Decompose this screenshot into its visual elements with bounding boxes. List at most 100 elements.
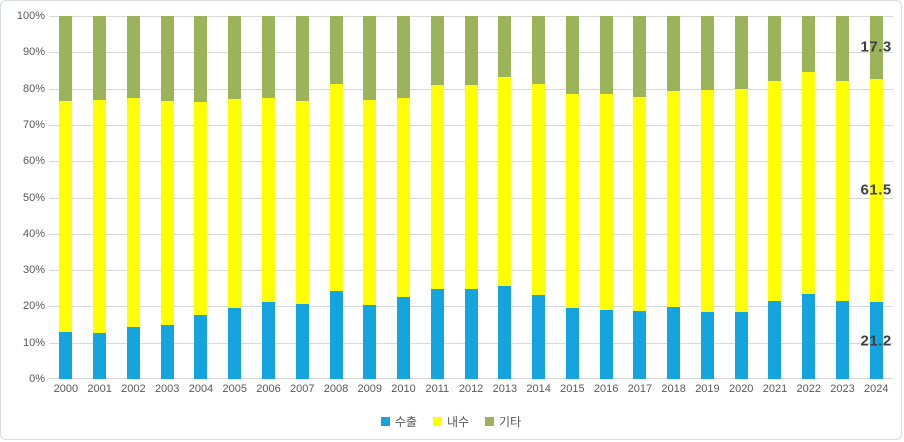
- bar-segment-기타-2021[interactable]: [768, 16, 782, 81]
- bar-segment-내수-2010[interactable]: [397, 98, 411, 298]
- bar-segment-내수-2004[interactable]: [194, 101, 208, 315]
- bar-segment-수출-2000[interactable]: [59, 331, 73, 379]
- bar-segment-내수-2007[interactable]: [295, 101, 309, 304]
- stacked-bar-2015[interactable]: [565, 16, 579, 379]
- bar-segment-내수-2011[interactable]: [430, 85, 444, 290]
- bar-segment-수출-2024[interactable]: [869, 302, 883, 379]
- stacked-bar-2001[interactable]: [93, 16, 107, 379]
- bar-segment-내수-2024[interactable]: [869, 78, 883, 303]
- bar-segment-기타-2006[interactable]: [261, 16, 275, 99]
- bar-segment-기타-2014[interactable]: [532, 16, 546, 84]
- bar-segment-내수-2020[interactable]: [734, 89, 748, 312]
- bar-segment-수출-2009[interactable]: [363, 305, 377, 379]
- bar-segment-수출-2015[interactable]: [565, 307, 579, 379]
- bar-segment-내수-2002[interactable]: [126, 98, 140, 328]
- bar-segment-내수-2000[interactable]: [59, 100, 73, 332]
- bar-segment-기타-2013[interactable]: [498, 16, 512, 77]
- bar-segment-수출-2014[interactable]: [532, 295, 546, 379]
- bar-segment-기타-2017[interactable]: [633, 16, 647, 98]
- bar-segment-내수-2016[interactable]: [599, 93, 613, 311]
- legend-item-domestic[interactable]: 내수: [432, 413, 469, 430]
- bar-segment-내수-2017[interactable]: [633, 97, 647, 312]
- bar-segment-수출-2012[interactable]: [464, 289, 478, 379]
- stacked-bar-2008[interactable]: [329, 16, 343, 379]
- bar-segment-내수-2003[interactable]: [160, 100, 174, 325]
- bar-segment-수출-2020[interactable]: [734, 311, 748, 379]
- bar-segment-수출-2018[interactable]: [667, 306, 681, 379]
- bar-segment-기타-2010[interactable]: [397, 16, 411, 99]
- bar-segment-기타-2012[interactable]: [464, 16, 478, 85]
- bar-segment-기타-2004[interactable]: [194, 16, 208, 102]
- stacked-bar-2023[interactable]: [835, 16, 849, 379]
- stacked-bar-2014[interactable]: [532, 16, 546, 379]
- bar-segment-기타-2003[interactable]: [160, 16, 174, 101]
- bar-segment-기타-2019[interactable]: [700, 16, 714, 91]
- bar-segment-기타-2015[interactable]: [565, 16, 579, 94]
- stacked-bar-2018[interactable]: [667, 16, 681, 379]
- bar-segment-내수-2014[interactable]: [532, 83, 546, 296]
- stacked-bar-2004[interactable]: [194, 16, 208, 379]
- stacked-bar-2007[interactable]: [295, 16, 309, 379]
- bar-segment-기타-2020[interactable]: [734, 16, 748, 90]
- bar-segment-기타-2018[interactable]: [667, 16, 681, 91]
- bar-segment-수출-2017[interactable]: [633, 311, 647, 379]
- bar-segment-수출-2005[interactable]: [228, 307, 242, 379]
- bar-segment-수출-2023[interactable]: [835, 301, 849, 379]
- bar-segment-내수-2012[interactable]: [464, 84, 478, 290]
- legend-item-exports[interactable]: 수출: [380, 413, 417, 430]
- stacked-bar-2022[interactable]: [802, 16, 816, 379]
- stacked-bar-2000[interactable]: [59, 16, 73, 379]
- bar-segment-기타-2024[interactable]: [869, 16, 883, 79]
- stacked-bar-2019[interactable]: [700, 16, 714, 379]
- bar-segment-내수-2021[interactable]: [768, 80, 782, 302]
- bar-segment-내수-2019[interactable]: [700, 90, 714, 312]
- bar-segment-수출-2002[interactable]: [126, 327, 140, 379]
- bar-segment-수출-2001[interactable]: [93, 332, 107, 379]
- stacked-bar-2012[interactable]: [464, 16, 478, 379]
- bar-segment-수출-2011[interactable]: [430, 289, 444, 379]
- bar-segment-기타-2016[interactable]: [599, 16, 613, 94]
- bar-segment-내수-2008[interactable]: [329, 83, 343, 292]
- bar-segment-수출-2022[interactable]: [802, 294, 816, 379]
- bar-segment-내수-2023[interactable]: [835, 80, 849, 302]
- bar-segment-기타-2000[interactable]: [59, 16, 73, 101]
- bar-segment-수출-2007[interactable]: [295, 303, 309, 379]
- stacked-bar-2003[interactable]: [160, 16, 174, 379]
- stacked-bar-2017[interactable]: [633, 16, 647, 379]
- bar-segment-기타-2023[interactable]: [835, 16, 849, 81]
- stacked-bar-2020[interactable]: [734, 16, 748, 379]
- stacked-bar-2006[interactable]: [261, 16, 275, 379]
- bar-segment-내수-2009[interactable]: [363, 99, 377, 306]
- stacked-bar-2011[interactable]: [430, 16, 444, 379]
- stacked-bar-2013[interactable]: [498, 16, 512, 379]
- bar-segment-기타-2007[interactable]: [295, 16, 309, 102]
- bar-segment-기타-2011[interactable]: [430, 16, 444, 86]
- bar-segment-내수-2005[interactable]: [228, 99, 242, 308]
- legend-item-other[interactable]: 기타: [485, 413, 521, 430]
- stacked-bar-2016[interactable]: [599, 16, 613, 379]
- stacked-bar-2021[interactable]: [768, 16, 782, 379]
- stacked-bar-2005[interactable]: [228, 16, 242, 379]
- bar-segment-내수-2018[interactable]: [667, 90, 681, 307]
- bar-segment-기타-2009[interactable]: [363, 16, 377, 100]
- stacked-bar-2024[interactable]: [869, 16, 883, 379]
- stacked-bar-2002[interactable]: [126, 16, 140, 379]
- bar-segment-기타-2008[interactable]: [329, 16, 343, 84]
- bar-segment-수출-2006[interactable]: [261, 301, 275, 379]
- bar-segment-수출-2003[interactable]: [160, 324, 174, 379]
- bar-segment-기타-2001[interactable]: [93, 16, 107, 101]
- bar-segment-기타-2022[interactable]: [802, 16, 816, 72]
- bar-segment-기타-2002[interactable]: [126, 16, 140, 99]
- bar-segment-수출-2010[interactable]: [397, 297, 411, 379]
- bar-segment-내수-2001[interactable]: [93, 100, 107, 333]
- bar-segment-기타-2005[interactable]: [228, 16, 242, 100]
- bar-segment-내수-2006[interactable]: [261, 98, 275, 302]
- bar-segment-수출-2016[interactable]: [599, 310, 613, 379]
- bar-segment-수출-2021[interactable]: [768, 301, 782, 379]
- bar-segment-수출-2004[interactable]: [194, 314, 208, 379]
- bar-segment-수출-2013[interactable]: [498, 286, 512, 379]
- bar-segment-수출-2008[interactable]: [329, 291, 343, 379]
- bar-segment-수출-2019[interactable]: [700, 311, 714, 379]
- bar-segment-내수-2022[interactable]: [802, 71, 816, 295]
- stacked-bar-2010[interactable]: [397, 16, 411, 379]
